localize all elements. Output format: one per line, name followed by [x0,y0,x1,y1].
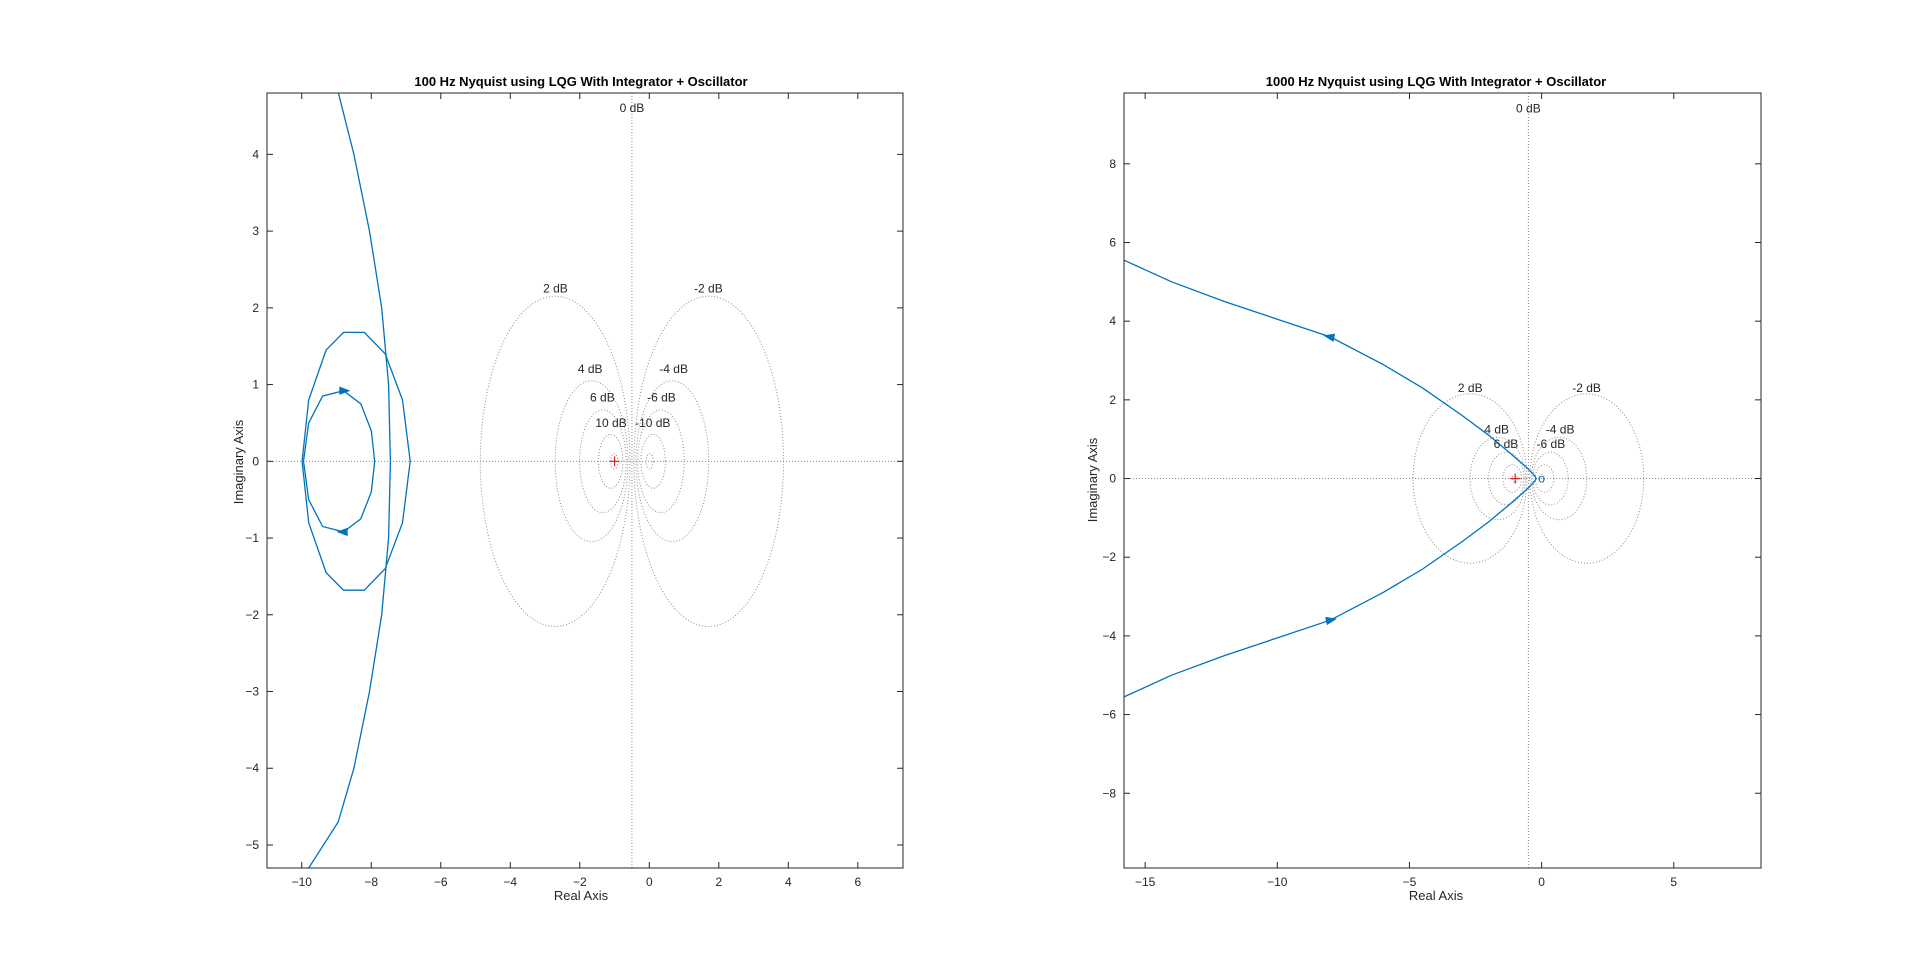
plot-content: o [1124,93,1761,868]
m-circle-grid [597,433,624,489]
x-tick-label: −2 [573,875,587,889]
m-circle-grid [1412,393,1528,564]
nyquist-curve [308,93,392,868]
y-axis-label: Imaginary Axis [231,419,246,504]
pole-marker: o [1538,472,1545,486]
y-tick-label: 0 [1109,472,1116,486]
m-circle-grid [1529,393,1645,564]
y-tick-label: −4 [245,761,259,775]
y-tick-label: −3 [245,685,259,699]
m-circle-grid [640,433,666,489]
plot-content [267,93,903,868]
grid-label: 4 dB [578,362,603,376]
y-tick-label: 6 [1109,235,1116,249]
grid-label: 2 dB [543,282,568,296]
y-tick-label: 3 [252,224,259,238]
x-tick-label: −10 [1267,875,1288,889]
y-tick-label: −2 [1102,550,1116,564]
y-tick-label: −6 [1102,708,1116,722]
x-axis-label: Real Axis [1409,888,1464,903]
x-tick-label: 0 [1538,875,1545,889]
y-tick-label: 2 [252,301,259,315]
grid-label: -2 dB [1572,381,1601,395]
y-tick-label: 4 [1109,314,1116,328]
y-tick-label: −8 [1102,786,1116,800]
x-tick-label: 6 [854,875,861,889]
m-circle-grid [1488,451,1525,506]
y-axis-label: Imaginary Axis [1085,437,1100,522]
chart-right: 1000 Hz Nyquist using LQG With Integrato… [1085,74,1762,903]
y-tick-label: −1 [245,531,259,545]
nyquist-curve [1124,259,1538,698]
plot-area: o 0 dB 2 dB -2 dB 4 dB -4 dB 6 dB -6 dB −15 −10 −5… [1102,92,1762,889]
y-tick-label: 1 [252,378,259,392]
y-tick-label: 2 [1109,393,1116,407]
chart-title: 100 Hz Nyquist using LQG With Integrator… [414,74,747,89]
x-tick-label: 4 [785,875,792,889]
grid-label: 6 dB [590,390,615,404]
x-tick-label: −6 [434,875,448,889]
grid-label: -10 dB [635,416,670,430]
x-tick-label: 0 [646,875,653,889]
m-circle-grid [645,453,654,470]
x-axis-label: Real Axis [554,888,609,903]
x-tick-label: −4 [503,875,517,889]
direction-arrow [1323,333,1336,342]
x-tick-label: −5 [1403,875,1417,889]
chart-left: 100 Hz Nyquist using LQG With Integrator… [231,74,904,903]
direction-arrow [339,386,351,395]
y-tick-label: 8 [1109,157,1116,171]
y-tick-label: 0 [252,454,259,468]
grid-label: -6 dB [647,390,676,404]
y-tick-label: −2 [245,608,259,622]
nyquist-curve [301,331,411,591]
x-tick-label: −15 [1135,875,1156,889]
y-tick-label: −5 [245,838,259,852]
grid-label: 0 dB [1516,102,1541,116]
plot-area: 0 dB 2 dB -2 dB 4 dB -4 dB 6 dB -6 dB 10 dB -10 … [245,92,904,889]
grid-label: 6 dB [1494,437,1519,451]
grid-label: 2 dB [1458,381,1483,395]
grid-label: -4 dB [1546,422,1575,436]
axes-box [1123,92,1762,869]
x-tick-label: −8 [364,875,378,889]
chart-title: 1000 Hz Nyquist using LQG With Integrato… [1266,74,1606,89]
grid-label: -2 dB [694,282,723,296]
y-tick-label: −4 [1102,629,1116,643]
direction-arrow [1325,616,1337,626]
grid-label: -4 dB [659,362,688,376]
grid-label: -6 dB [1537,437,1566,451]
m-circle-grid [1469,436,1526,521]
axes-box [266,92,904,869]
grid-label: 10 dB [595,416,626,430]
x-tick-label: −10 [292,875,313,889]
direction-arrow [336,527,348,537]
grid-label: 0 dB [620,101,645,115]
grid-label: 4 dB [1484,422,1509,436]
x-tick-label: 5 [1670,875,1677,889]
m-circle-grid [579,409,627,514]
nyquist-curve [302,389,376,533]
x-tick-label: 2 [715,875,722,889]
y-tick-label: 4 [252,147,259,161]
